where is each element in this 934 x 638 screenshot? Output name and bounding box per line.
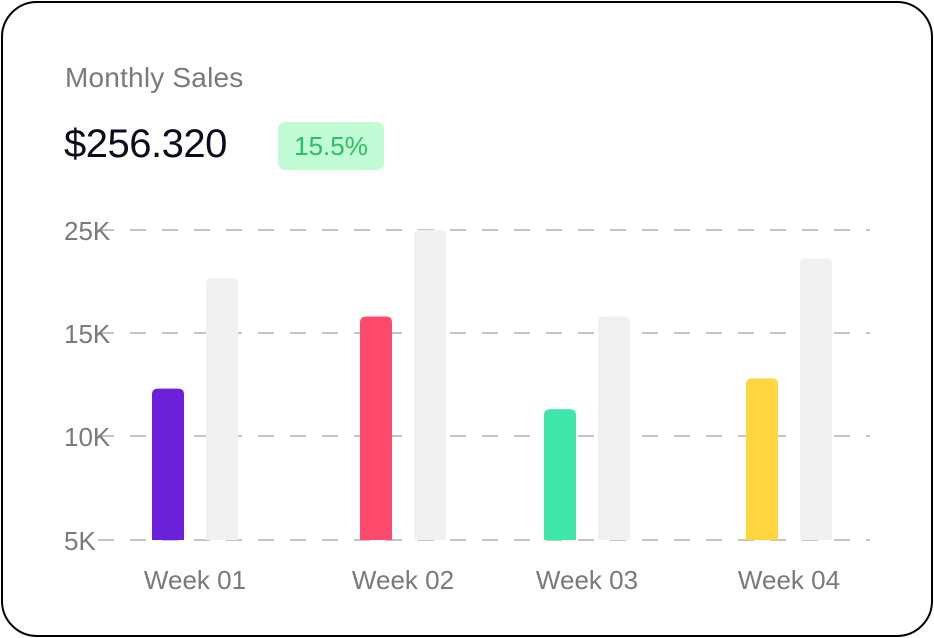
- bar-week-03-series-1: [544, 409, 576, 540]
- bar-week-02-series-2: [414, 230, 446, 540]
- bar-week-04-series-2: [800, 258, 832, 540]
- x-tick-label: Week 02: [352, 565, 454, 595]
- bar-week-04-series-1: [746, 378, 778, 540]
- y-tick-label: 15K: [64, 319, 111, 349]
- y-tick-label: 25K: [64, 216, 111, 246]
- bar-week-01-series-2: [206, 278, 238, 540]
- bar-week-02-series-1: [360, 316, 392, 540]
- change-badge: 15.5%: [278, 122, 384, 170]
- x-tick-label: Week 03: [536, 565, 638, 595]
- y-tick-label: 5K: [64, 526, 96, 556]
- x-tick-label: Week 04: [738, 565, 840, 595]
- bar-week-03-series-2: [598, 316, 630, 540]
- y-tick-label: 10K: [64, 422, 111, 452]
- card-title: Monthly Sales: [65, 62, 244, 93]
- sales-amount: $256.320: [64, 122, 227, 166]
- x-tick-label: Week 01: [144, 565, 246, 595]
- bar-week-01-series-1: [152, 388, 184, 540]
